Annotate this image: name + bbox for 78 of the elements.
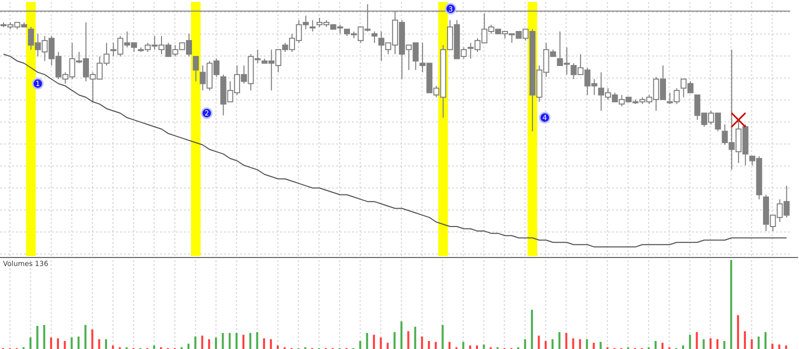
- bar: [661, 342, 664, 349]
- bar: [194, 336, 196, 349]
- bar: [380, 337, 382, 349]
- bar: [778, 344, 780, 349]
- bar: [98, 339, 100, 349]
- bar: [737, 315, 740, 349]
- bar: [530, 310, 533, 349]
- bar: [236, 332, 238, 349]
- candlestick: [371, 30, 378, 44]
- bar: [372, 334, 375, 349]
- bar: [43, 324, 46, 349]
- bar: [50, 337, 52, 349]
- bar: [654, 340, 657, 349]
- bar: [744, 331, 746, 349]
- bar: [400, 321, 402, 349]
- bar: [270, 339, 272, 349]
- candlestick: [192, 56, 199, 82]
- bar: [187, 344, 190, 349]
- bar: [84, 324, 86, 349]
- bar: [723, 340, 726, 349]
- bar: [242, 334, 244, 349]
- bar: [249, 332, 252, 349]
- bar: [688, 334, 691, 349]
- bar: [586, 339, 588, 349]
- bar: [558, 332, 560, 349]
- bar: [228, 332, 231, 349]
- bar: [538, 336, 540, 349]
- bar: [750, 339, 753, 349]
- bar: [36, 326, 38, 349]
- bar: [482, 344, 485, 349]
- bar: [716, 339, 718, 349]
- bar: [105, 339, 108, 349]
- bar: [91, 329, 94, 349]
- bar: [434, 342, 437, 349]
- bar: [682, 345, 684, 349]
- bar: [552, 339, 554, 349]
- bar: [448, 342, 451, 349]
- bar: [112, 345, 114, 349]
- bar: [276, 345, 279, 349]
- bar: [764, 332, 767, 349]
- bar: [600, 342, 602, 349]
- bar: [407, 331, 410, 349]
- bar: [565, 332, 568, 349]
- candlestick: [310, 20, 316, 32]
- bar: [421, 336, 424, 349]
- bar: [70, 337, 73, 349]
- bar: [442, 324, 444, 349]
- bar: [263, 338, 266, 349]
- bar: [592, 342, 595, 349]
- bar: [758, 336, 760, 349]
- bar: [29, 337, 32, 349]
- bar: [201, 336, 204, 349]
- bar: [469, 345, 472, 349]
- bar: [579, 339, 582, 349]
- bar: [386, 342, 389, 349]
- bar: [428, 340, 430, 349]
- bar: [359, 340, 362, 349]
- bar: [572, 338, 574, 349]
- bar: [414, 326, 416, 349]
- bar: [214, 337, 217, 349]
- bar: [771, 344, 774, 349]
- bar: [153, 345, 156, 349]
- bar: [64, 340, 66, 349]
- bar: [256, 332, 258, 349]
- bar: [56, 338, 59, 349]
- bar: [366, 332, 368, 349]
- bar: [544, 340, 547, 349]
- bar: [462, 342, 464, 349]
- bar: [524, 339, 526, 349]
- bar: [785, 345, 788, 349]
- bar: [476, 345, 478, 349]
- bar: [710, 338, 712, 349]
- bar: [78, 336, 80, 349]
- bar: [394, 332, 396, 349]
- bar: [222, 332, 224, 349]
- bar: [208, 339, 210, 349]
- bar: [702, 339, 705, 349]
- bar: [696, 332, 698, 349]
